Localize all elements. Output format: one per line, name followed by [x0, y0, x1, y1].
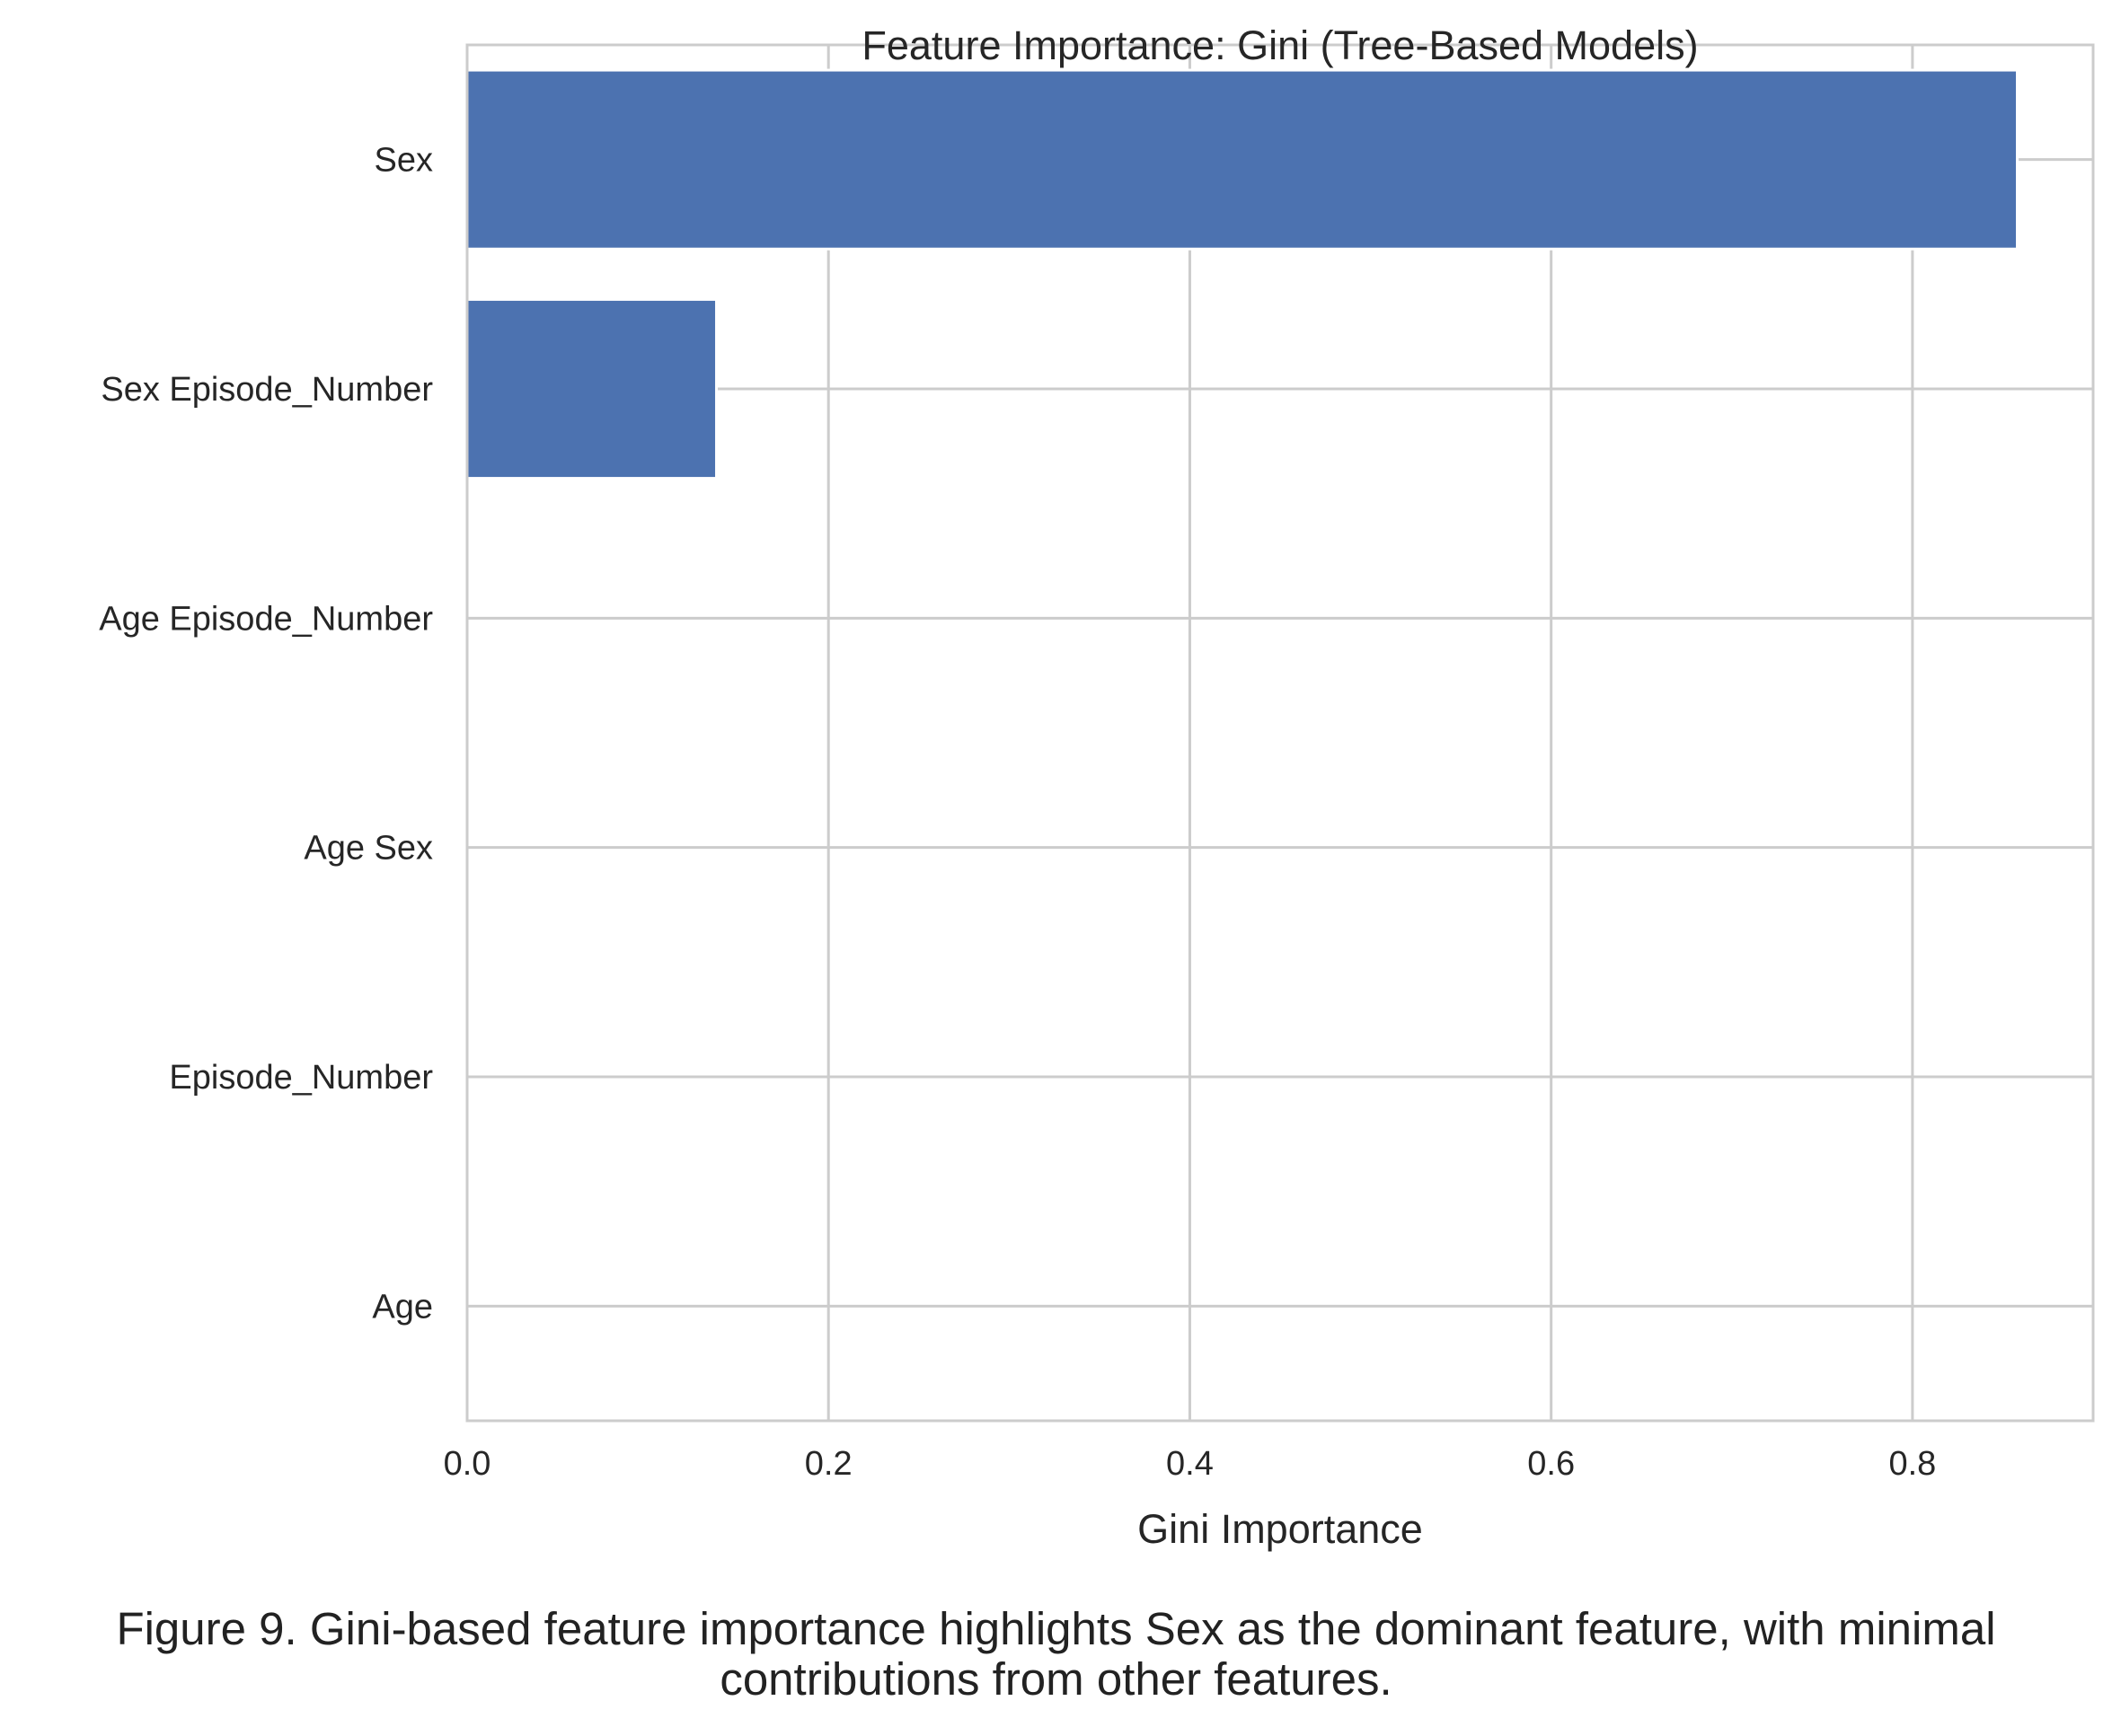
x-tick-label: 0.0: [444, 1445, 491, 1483]
grid-lines: [467, 45, 2093, 1421]
bar: [465, 68, 2019, 251]
x-tick-label: 0.6: [1527, 1445, 1575, 1483]
y-tick-label: Sex Episode_Number: [101, 371, 433, 409]
plot-frame: [465, 43, 2095, 1423]
x-tick-label: 0.4: [1166, 1445, 1214, 1483]
y-tick-label: Age Sex: [304, 830, 433, 868]
bars: [465, 68, 2019, 480]
caption-line-1: Figure 9. Gini-based feature importance …: [116, 1603, 1996, 1654]
figure-caption: Figure 9. Gini-based feature importance …: [0, 1604, 2112, 1705]
caption-line-2: contributions from other features.: [720, 1653, 1392, 1705]
y-tick-label: Sex: [375, 142, 433, 180]
bar: [465, 297, 719, 480]
y-tick-label: Age Episode_Number: [99, 600, 433, 638]
x-tick-label: 0.8: [1888, 1445, 1936, 1483]
x-axis-label: Gini Importance: [1137, 1506, 1423, 1552]
chart-title: Feature Importance: Gini (Tree-Based Mod…: [862, 22, 1698, 68]
x-tick-labels: 0.0 0.2 0.4 0.6 0.8: [444, 1445, 1937, 1483]
y-tick-label: Episode_Number: [169, 1059, 433, 1097]
y-tick-label: Age: [372, 1288, 433, 1326]
y-tick-labels: Sex Sex Episode_Number Age Episode_Number A…: [99, 142, 433, 1326]
x-tick-label: 0.2: [805, 1445, 853, 1483]
